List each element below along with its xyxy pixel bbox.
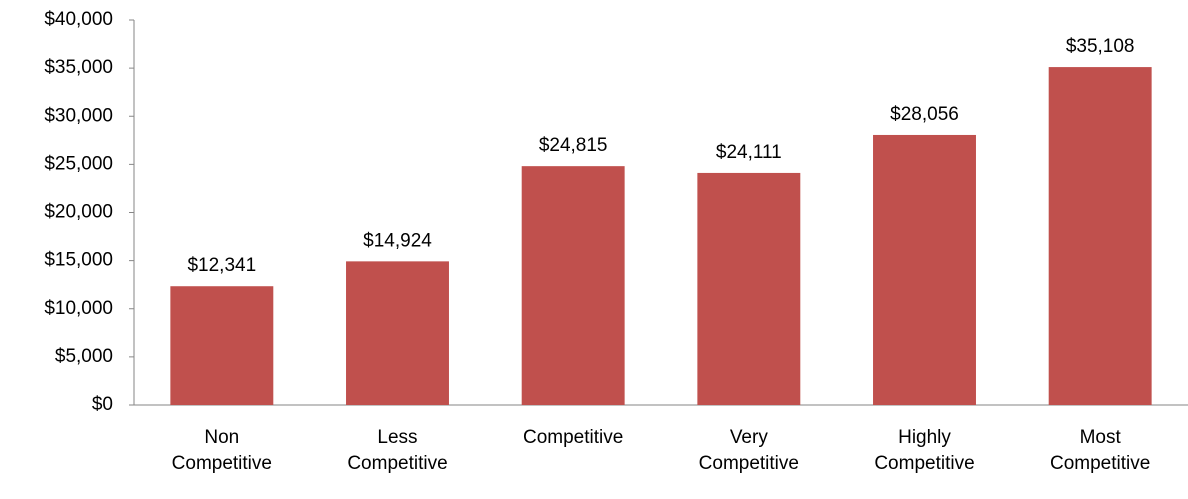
- y-tick-label: $0: [92, 394, 113, 415]
- bar: [1048, 67, 1152, 405]
- x-tick-label: Very Competitive: [698, 427, 799, 474]
- data-label: $24,815: [539, 135, 608, 156]
- x-tick-label: Non Competitive: [171, 427, 272, 474]
- y-tick-label: $20,000: [44, 202, 113, 223]
- y-tick-label: $25,000: [44, 153, 113, 174]
- x-tick-label: Highly Competitive: [874, 427, 975, 474]
- y-tick-label: $10,000: [44, 298, 113, 319]
- x-tick-label: Less Competitive: [347, 427, 448, 474]
- y-tick-label: $15,000: [44, 250, 113, 271]
- data-label: $35,108: [1066, 36, 1135, 57]
- bar: [697, 172, 801, 405]
- data-label: $14,924: [363, 230, 432, 251]
- data-label: $28,056: [890, 104, 959, 125]
- y-tick-label: $5,000: [55, 346, 113, 367]
- y-tick-label: $40,000: [44, 9, 113, 30]
- x-tick-label: Most Competitive: [1049, 427, 1151, 474]
- data-label: $12,341: [187, 255, 256, 276]
- data-label: $24,111: [716, 142, 782, 163]
- x-tick-label: Competitive: [522, 427, 624, 448]
- bar: [873, 134, 976, 405]
- y-tick-label: $30,000: [44, 105, 113, 126]
- bar: [346, 261, 449, 405]
- y-tick-label: $35,000: [44, 57, 113, 78]
- bar: [170, 286, 274, 405]
- bar: [521, 166, 625, 405]
